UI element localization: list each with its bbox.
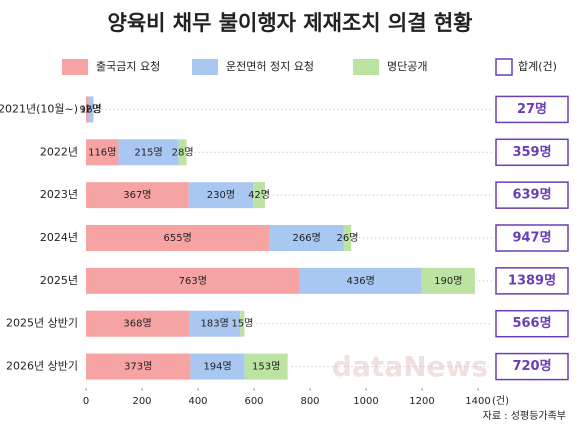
total-label: 639명 [512, 187, 551, 203]
y-tick-label: 2026년 상반기 [6, 360, 78, 373]
total-label: 947명 [512, 230, 551, 246]
bar-segment [253, 182, 265, 209]
data-label: 373명 [124, 361, 152, 373]
y-tick-label: 2024년 [40, 231, 78, 244]
bar-segment [188, 182, 254, 209]
bar-segment [240, 310, 245, 337]
y-tick-label: 2025년 [40, 274, 78, 287]
data-label: 28명 [172, 146, 194, 158]
bar-segment [93, 96, 94, 123]
data-label: 215명 [134, 146, 162, 158]
bar-segment [86, 353, 191, 380]
x-tick-label: 1000 [353, 396, 378, 407]
bar-segment [86, 267, 300, 294]
data-label: 42명 [248, 189, 270, 201]
data-label: 368명 [123, 318, 151, 330]
total-label: 27명 [517, 101, 547, 117]
total-box [495, 181, 569, 209]
bar-segment [118, 139, 179, 166]
data-label: 116명 [88, 146, 116, 158]
data-label: 230명 [207, 189, 235, 201]
x-tick-label: 200 [132, 396, 151, 407]
x-tick-label: 800 [300, 396, 319, 407]
bar-segment [189, 310, 241, 337]
data-label: 16명 [80, 103, 102, 115]
x-unit: (건) [492, 395, 509, 407]
bar-segment [88, 96, 93, 123]
data-label: 194명 [203, 361, 231, 373]
total-label: 1389명 [508, 272, 556, 288]
watermark: dataNews [332, 350, 488, 383]
bar-segment [86, 225, 270, 251]
total-box [495, 267, 569, 295]
y-tick-label: 2025년 상반기 [6, 317, 78, 330]
data-label: 183명 [201, 318, 229, 330]
bar-segment [299, 267, 422, 294]
chart-title: 양육비 채무 불이행자 제재조치 의결 현황 [108, 11, 473, 35]
x-tick-label: 600 [244, 396, 263, 407]
bar-segment [269, 225, 344, 251]
y-tick-label: 2022년 [40, 145, 78, 158]
data-label: 655명 [164, 232, 192, 244]
total-box [495, 224, 569, 252]
data-label: 153명 [252, 361, 280, 373]
data-label: 190명 [434, 275, 462, 287]
total-label: 359명 [512, 144, 551, 160]
y-tick-label: 2021년(10월~) [0, 102, 78, 115]
y-tick-label: 2023년 [40, 188, 78, 201]
legend-swatch [62, 59, 88, 75]
legend-swatch [192, 59, 218, 75]
data-label: 15명 [231, 318, 253, 330]
x-tick-label: 0 [83, 396, 89, 407]
bar-segment [178, 139, 187, 166]
data-label: 763명 [179, 275, 207, 287]
total-box [495, 352, 569, 381]
bar-segment [86, 139, 119, 166]
bar-segment [190, 353, 245, 380]
total-box [495, 309, 569, 338]
total-label: 566명 [512, 315, 551, 331]
legend-swatch [495, 58, 513, 76]
total-label: 720명 [512, 358, 551, 374]
bar-segment [86, 96, 89, 123]
data-label: 2명 [85, 103, 101, 115]
bar-segment [86, 182, 189, 209]
total-box [495, 95, 569, 124]
x-tick-label: 1400 [465, 396, 490, 407]
legend-label: 명단공개 [387, 60, 427, 73]
data-label: 26명 [337, 232, 359, 244]
legend-swatch [353, 59, 379, 75]
legend-label: 합계(건) [518, 60, 557, 73]
bar-segment [343, 225, 352, 251]
x-tick-label: 1200 [409, 396, 434, 407]
bar-segment [86, 310, 190, 337]
legend-label: 출국금지 요청 [96, 60, 160, 73]
bar-segment [244, 353, 288, 380]
total-box [495, 138, 569, 167]
x-tick-label: 400 [188, 396, 207, 407]
data-label: 367명 [123, 189, 151, 201]
data-label: 436명 [347, 275, 375, 287]
source: 자료 : 성평등가족부 [483, 410, 566, 422]
data-label: 266명 [292, 232, 320, 244]
legend-label: 운전면허 정지 요청 [226, 60, 314, 73]
bar-segment [421, 267, 475, 294]
